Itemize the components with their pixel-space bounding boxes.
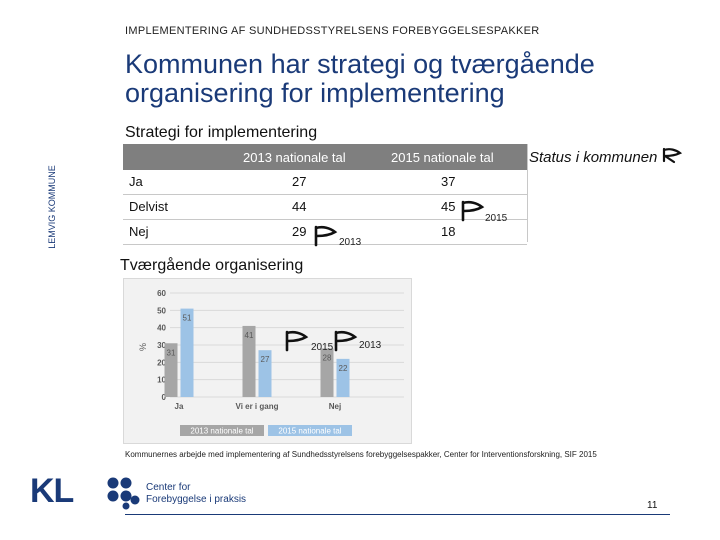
footer-divider bbox=[125, 514, 670, 515]
value-2015: 37 bbox=[441, 174, 456, 189]
slide-title: Kommunen har strategi og tværgående orga… bbox=[125, 49, 595, 108]
y-tick-label: 60 bbox=[157, 289, 166, 298]
strategy-table: 2013 nationale tal 2015 nationale tal Ja… bbox=[123, 144, 528, 245]
source-note: Kommunernes arbejde med implementering a… bbox=[125, 450, 597, 459]
row-label: Nej bbox=[129, 224, 149, 239]
bar bbox=[180, 308, 194, 397]
row-label: Ja bbox=[129, 174, 143, 189]
data-label: 22 bbox=[339, 364, 348, 373]
y-tick-label: 20 bbox=[157, 358, 166, 367]
value-2015: 18 bbox=[441, 224, 456, 239]
y-tick-label: 40 bbox=[157, 324, 166, 333]
x-tick-label: Nej bbox=[329, 402, 341, 411]
pointing-hand-icon bbox=[334, 330, 358, 352]
marker-year-2015: 2015 bbox=[311, 342, 334, 353]
municipality-side-label: LEMVIG KOMMUNE bbox=[47, 165, 57, 249]
value-2013: 29 bbox=[292, 224, 307, 239]
status-label-text: Status i kommunen bbox=[529, 149, 658, 166]
table-header: 2013 nationale tal 2015 nationale tal bbox=[123, 144, 527, 170]
center-logo-icon bbox=[107, 477, 140, 510]
table-row: Ja 27 37 bbox=[123, 170, 527, 195]
marker-year-2013: 2013 bbox=[339, 237, 362, 248]
data-label: 31 bbox=[167, 348, 176, 357]
kl-logo: KL bbox=[30, 472, 74, 510]
bar bbox=[164, 343, 178, 397]
y-axis-label: % bbox=[138, 343, 148, 351]
legend-entry: 2013 nationale tal bbox=[190, 427, 253, 436]
y-tick-label: 50 bbox=[157, 306, 166, 315]
value-2013: 44 bbox=[292, 199, 307, 214]
y-tick-label: 0 bbox=[162, 393, 167, 402]
x-tick-label: Ja bbox=[175, 402, 184, 411]
bar bbox=[242, 325, 256, 397]
marker-year-2013: 2013 bbox=[359, 340, 382, 351]
value-2013: 27 bbox=[292, 174, 307, 189]
pointing-hand-icon bbox=[314, 225, 338, 247]
legend-entry: 2015 nationale tal bbox=[278, 427, 341, 436]
bar bbox=[336, 358, 350, 397]
data-label: 51 bbox=[183, 314, 192, 323]
column-header-2015: 2015 nationale tal bbox=[391, 150, 494, 165]
page-number: 11 bbox=[647, 500, 658, 511]
y-tick-label: 10 bbox=[157, 376, 166, 385]
header-kicker: IMPLEMENTERING AF SUNDHEDSSTYRELSENS FOR… bbox=[125, 25, 540, 37]
pointing-hand-icon bbox=[662, 147, 682, 164]
column-header-2013: 2013 nationale tal bbox=[243, 150, 346, 165]
y-tick-label: 30 bbox=[157, 341, 166, 350]
data-label: 28 bbox=[323, 353, 332, 362]
data-label: 41 bbox=[245, 331, 254, 340]
organisation-section-title: Tværgående organisering bbox=[120, 257, 304, 274]
status-label: Status i kommunen bbox=[529, 147, 684, 166]
row-label: Delvist bbox=[129, 199, 169, 214]
bar bbox=[320, 348, 334, 397]
table-row: Delvist 44 45 bbox=[123, 195, 527, 220]
bar bbox=[258, 350, 272, 397]
data-label: 27 bbox=[261, 355, 270, 364]
x-tick-label: Vi er i gang bbox=[236, 402, 279, 411]
legend-swatch bbox=[268, 425, 352, 436]
organisation-bar-chart: 0 10 20 30 40 50 60% 31 51 Ja 41 27 Vi er i gang 28 22… bbox=[123, 278, 412, 444]
value-2015: 45 bbox=[441, 199, 456, 214]
chart-canvas: 0 10 20 30 40 50 60% 31 51 Ja 41 27 Vi er i gang 28 22… bbox=[138, 289, 404, 436]
marker-year-2015: 2015 bbox=[485, 213, 508, 224]
legend-swatch bbox=[180, 425, 264, 436]
center-name-line1: Center for bbox=[146, 482, 191, 493]
center-name-line2: Forebyggelse i praksis bbox=[146, 494, 247, 505]
table-row: Nej 29 18 bbox=[123, 220, 527, 245]
pointing-hand-icon bbox=[285, 330, 309, 352]
strategy-section-title: Strategi for implementering bbox=[125, 124, 318, 141]
pointing-hand-icon bbox=[461, 200, 485, 222]
